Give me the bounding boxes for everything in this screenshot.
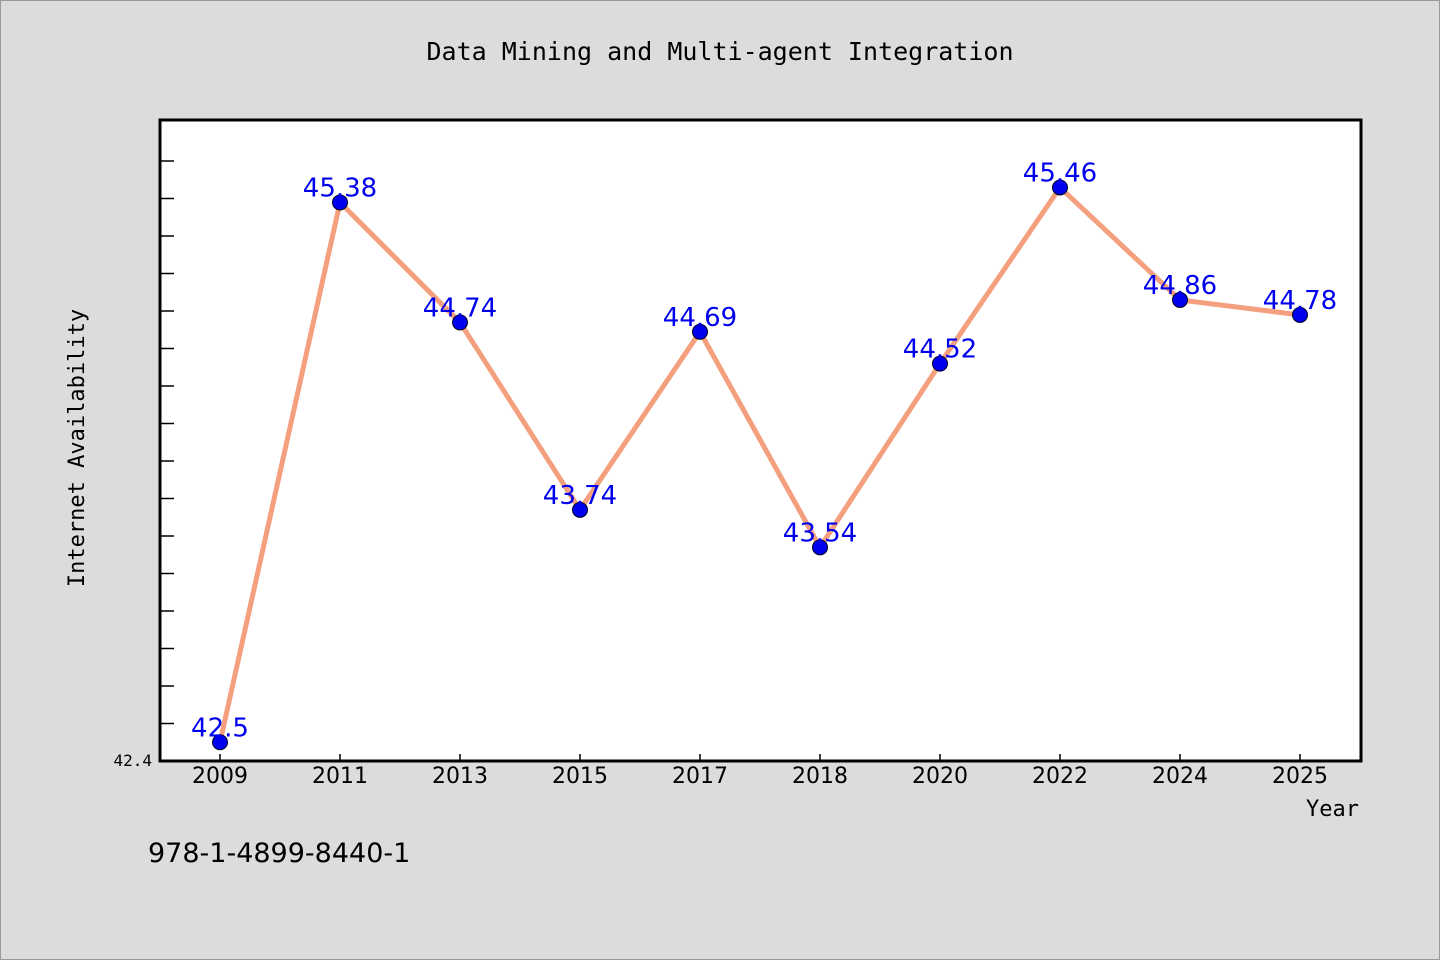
y-axis-label: Internet Availability [65, 309, 90, 587]
series-line [217, 184, 1303, 745]
x-tick-label: 2018 [792, 764, 848, 789]
chart-title: Data Mining and Multi-agent Integration [427, 37, 1014, 66]
x-tick-label: 2009 [192, 764, 248, 789]
x-axis-ticks [219, 754, 1301, 761]
data-label: 43.54 [783, 518, 857, 548]
data-point-marker [1052, 179, 1068, 196]
x-tick-label: 2011 [312, 764, 368, 789]
data-label: 45.38 [303, 173, 377, 203]
data-point-marker [332, 194, 348, 211]
data-label: 44.78 [1263, 286, 1337, 316]
footer-isbn-text: 978-1-4899-8440-1 [148, 838, 410, 869]
y-axis-ticks [160, 160, 174, 725]
data-label: 44.52 [903, 335, 977, 365]
series-markers [212, 179, 1308, 751]
series-polyline [217, 184, 1303, 745]
x-tick-label: 2015 [552, 764, 608, 789]
y-tick-label: 42.4 [113, 751, 152, 770]
x-tick-label: 2017 [672, 764, 728, 789]
x-tick-labels: 2009 2011 2013 2015 2017 2018 2020 2022 2024 2025 [192, 764, 1328, 789]
data-labels: 42.5 45.38 44.74 43.74 44.69 43.54 44.52 45.46 4… [191, 158, 1337, 743]
x-tick-label: 2024 [1152, 764, 1208, 789]
x-axis-label: Year [1306, 797, 1359, 822]
data-label: 44.86 [1143, 271, 1217, 301]
data-label: 42.5 [191, 713, 249, 743]
data-point-marker [572, 501, 588, 518]
data-label: 43.74 [543, 481, 617, 511]
data-label: 44.69 [663, 303, 737, 333]
x-tick-label: 2025 [1272, 764, 1328, 789]
x-tick-label: 2013 [432, 764, 488, 789]
data-point-marker [212, 734, 228, 751]
data-point-marker [1292, 306, 1308, 323]
x-tick-label: 2020 [912, 764, 968, 789]
data-point-marker [692, 323, 708, 340]
data-point-marker [812, 539, 828, 556]
data-label: 45.46 [1023, 158, 1097, 188]
x-tick-label: 2022 [1032, 764, 1088, 789]
data-label: 44.74 [423, 293, 497, 323]
data-point-marker [932, 355, 948, 372]
data-point-marker [1172, 291, 1188, 308]
data-point-marker [452, 314, 468, 331]
